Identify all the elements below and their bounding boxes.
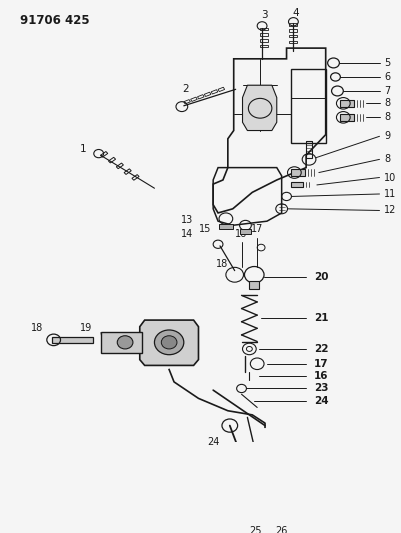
Bar [100,151,107,157]
Text: 16: 16 [313,371,328,381]
Text: 10: 10 [383,173,396,182]
Text: 17: 17 [313,359,328,369]
Bar [197,95,204,99]
Bar [259,39,267,42]
Bar [183,100,190,104]
Bar [289,41,297,43]
Polygon shape [234,497,273,518]
Text: 20: 20 [313,272,328,282]
Text: 19: 19 [80,324,92,333]
Text: 2: 2 [182,84,188,94]
Bar [289,35,297,37]
Text: 22: 22 [313,344,328,354]
Polygon shape [140,320,198,366]
Text: 25: 25 [248,526,261,533]
Bar [291,69,325,143]
Text: 1: 1 [79,144,86,154]
Text: 24: 24 [207,437,219,447]
Bar [100,333,142,353]
Bar [52,336,93,343]
Bar [238,520,267,529]
Text: 6: 6 [383,72,389,82]
Bar [305,141,311,158]
Bar [291,169,304,176]
Bar [108,157,115,163]
Text: 18: 18 [215,259,227,269]
Text: 8: 8 [383,112,389,123]
Text: 12: 12 [383,205,396,215]
Circle shape [161,336,176,349]
Bar [259,45,267,47]
Text: 9: 9 [383,131,389,141]
Bar [204,92,211,96]
Text: 7: 7 [383,86,390,96]
Text: 14: 14 [181,229,193,239]
Bar [124,169,131,174]
Text: 18: 18 [31,324,43,333]
Text: 11: 11 [383,189,396,199]
Text: 4: 4 [291,7,298,18]
Bar [259,28,267,30]
Text: 91706 425: 91706 425 [20,14,90,27]
Text: 8: 8 [383,98,389,108]
Text: 21: 21 [313,313,328,324]
Text: 8: 8 [383,155,389,164]
Bar [340,114,353,120]
Text: 16: 16 [235,229,247,239]
Circle shape [117,336,133,349]
Polygon shape [242,85,276,131]
Bar [340,100,353,107]
Bar [239,229,251,233]
Bar [289,29,297,31]
Text: 24: 24 [313,396,328,406]
Bar [219,224,232,229]
Text: 17: 17 [250,224,263,235]
Bar [190,97,197,101]
Text: 26: 26 [275,526,287,533]
Bar [291,182,302,188]
Bar [132,175,139,180]
Text: 13: 13 [181,215,193,224]
Bar [116,163,123,168]
Bar [289,23,297,26]
Bar [211,90,217,94]
Bar [259,33,267,36]
Text: 15: 15 [198,224,211,235]
Text: 3: 3 [260,10,267,20]
Text: 5: 5 [383,58,390,68]
Bar [217,87,224,92]
Text: 23: 23 [313,383,328,393]
Bar [249,280,259,289]
Circle shape [154,330,183,354]
